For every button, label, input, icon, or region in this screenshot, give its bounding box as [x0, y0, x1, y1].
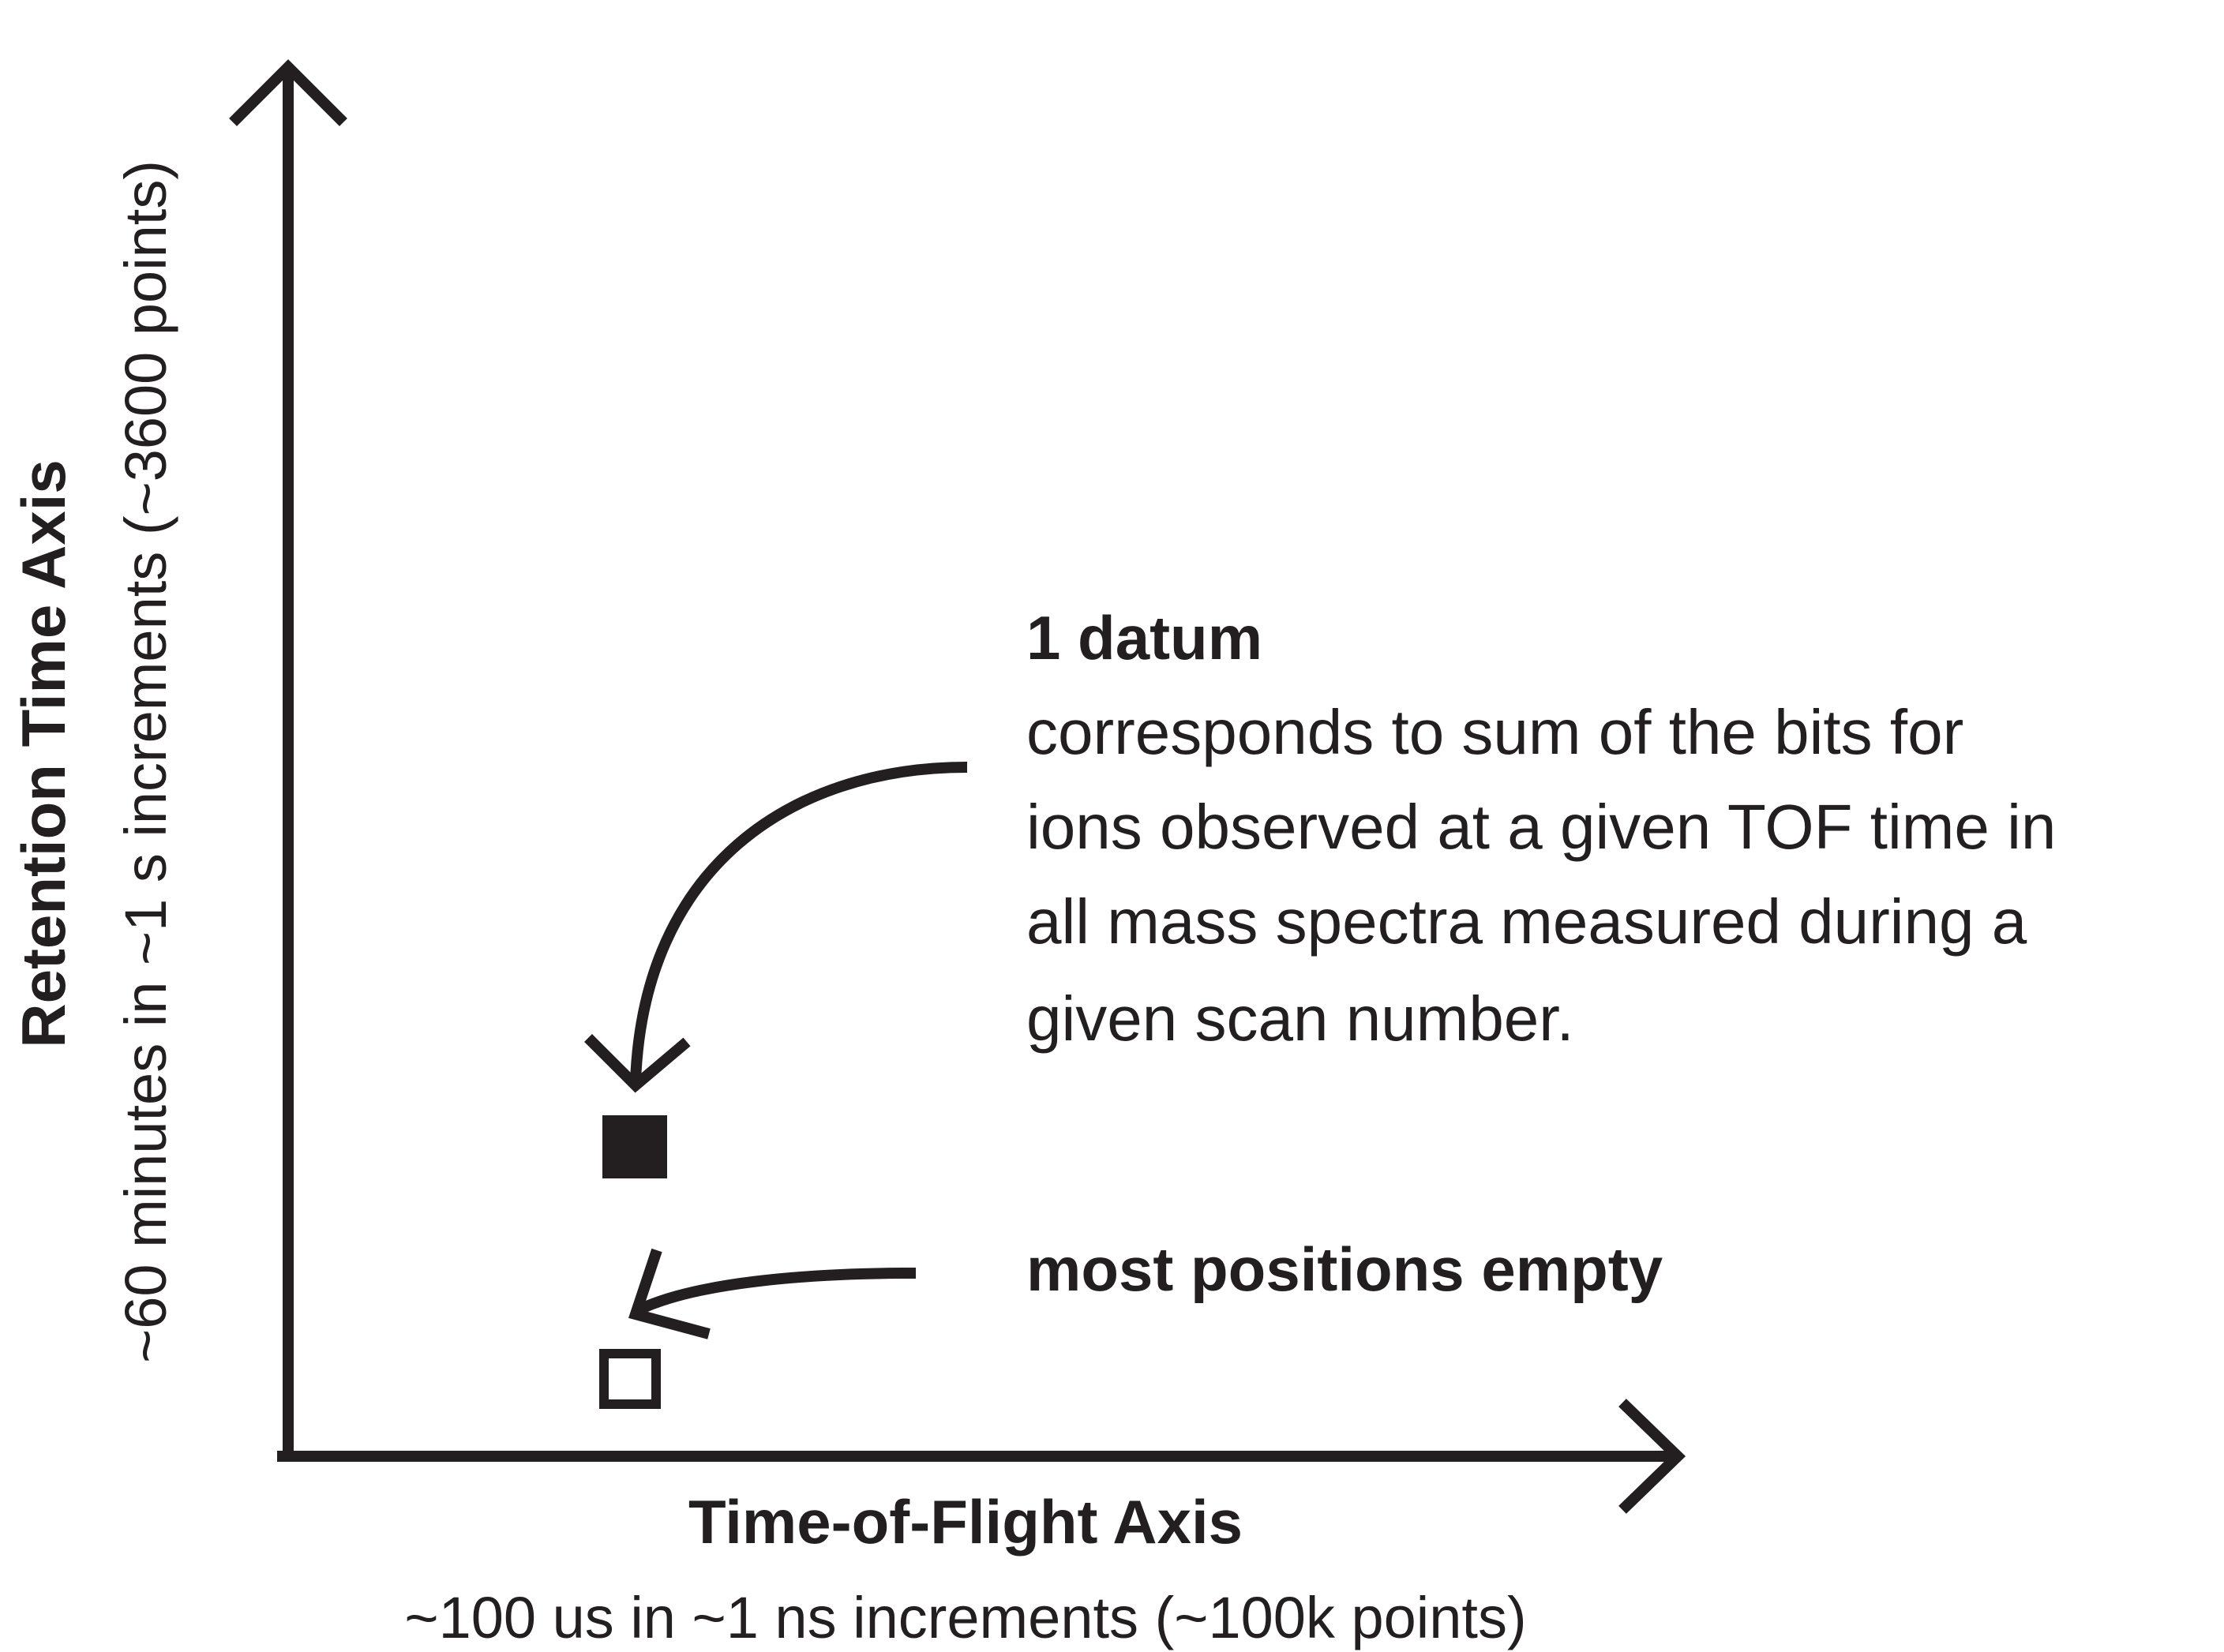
y-axis-title: Retention Time Axis — [9, 459, 78, 1048]
datum-description-line-3: all mass spectra measured during a — [1026, 886, 2027, 957]
empty-heading: most positions empty — [1026, 1234, 1663, 1304]
x-axis-subtitle: ~100 us in ~1 ns increments (~100k point… — [404, 1585, 1526, 1650]
datum-heading: 1 datum — [1026, 603, 1262, 672]
empty-arrow — [628, 1248, 917, 1339]
empty-arrow-curve — [635, 1268, 917, 1316]
empty-arrowhead — [628, 1248, 711, 1339]
x-axis-arrowhead — [1618, 1399, 1686, 1514]
empty-position-square — [599, 1349, 661, 1409]
axes — [229, 59, 1686, 1514]
filled-datum-square — [602, 1115, 667, 1178]
datum-description-line-1: corresponds to sum of the bits for — [1026, 697, 1963, 767]
datum-description-line-2: ions observed at a given TOF time in — [1026, 792, 2056, 862]
y-axis-subtitle: ~60 minutes in ~1 s increments (~3600 po… — [113, 160, 178, 1363]
x-axis-title: Time-of-Flight Axis — [688, 1487, 1243, 1556]
datum-arrow — [584, 762, 968, 1093]
datum-description-line-4: given scan number. — [1026, 983, 1574, 1054]
y-axis-arrowhead — [229, 59, 347, 126]
datum-arrowhead — [584, 1034, 691, 1093]
datum-arrow-curve — [630, 762, 968, 1082]
